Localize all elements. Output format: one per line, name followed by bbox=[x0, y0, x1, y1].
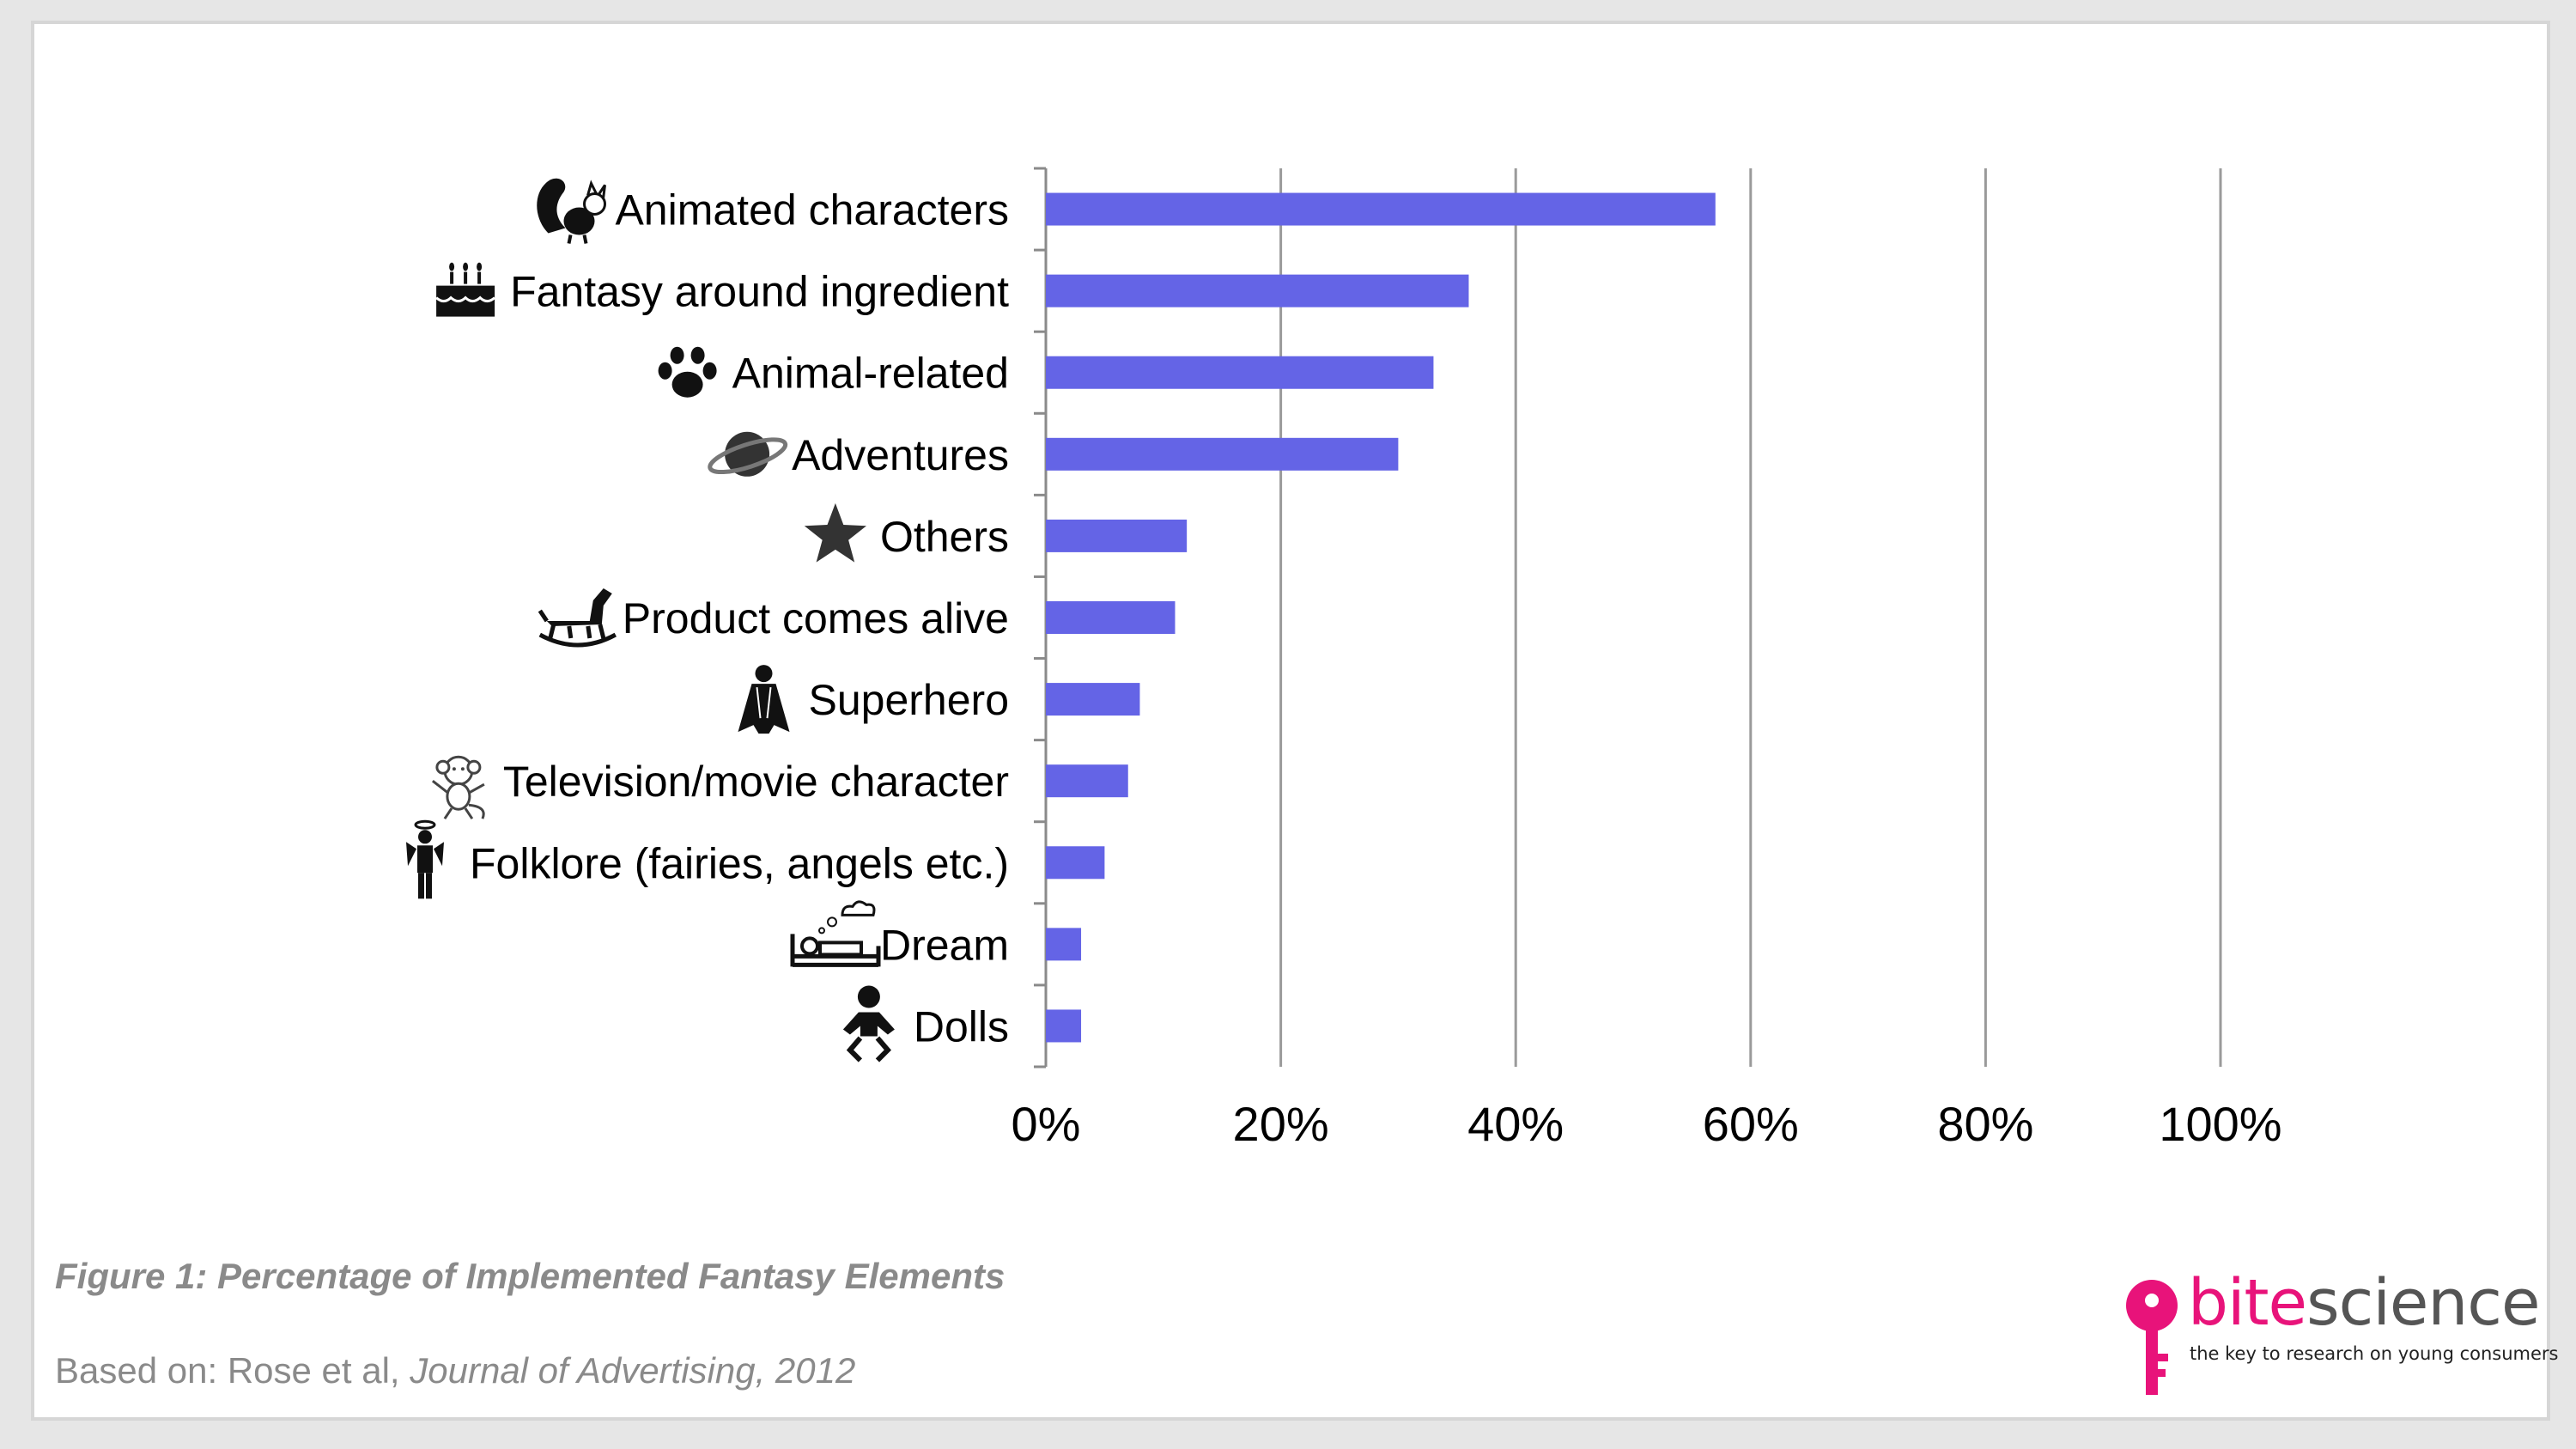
paw-print-icon bbox=[658, 346, 717, 398]
bar bbox=[1046, 1009, 1082, 1043]
source-journal: Journal of Advertising, 2012 bbox=[410, 1350, 856, 1391]
category-label: Superhero bbox=[809, 676, 1010, 724]
bitescience-logo: bitescience the key to research on young… bbox=[2121, 1266, 2559, 1400]
sleeping-in-bed-icon bbox=[790, 900, 881, 967]
birthday-cake-icon bbox=[435, 262, 496, 317]
x-tick-label: 40% bbox=[1467, 1097, 1564, 1151]
logo-wordmark: bitescience bbox=[2188, 1266, 2541, 1340]
category-label: Dolls bbox=[914, 1002, 1009, 1050]
x-tick-label: 80% bbox=[1937, 1097, 2033, 1151]
planet-icon bbox=[708, 431, 788, 477]
category-label: Dream bbox=[880, 921, 1009, 969]
bar bbox=[1046, 356, 1434, 389]
x-tick-labels: 0% 20% 40% 60% 80% 100% bbox=[1012, 1097, 2282, 1151]
x-tick-label: 100% bbox=[2159, 1097, 2281, 1151]
bar bbox=[1046, 928, 1082, 961]
bars bbox=[1046, 192, 1716, 1043]
skunk-icon bbox=[537, 178, 606, 244]
bar bbox=[1046, 683, 1140, 716]
superhero-icon bbox=[738, 665, 790, 734]
figure-caption-title: Figure 1: Percentage of Implemented Fant… bbox=[55, 1256, 1005, 1296]
source-prefix: Based on: Rose et al, bbox=[55, 1350, 410, 1391]
category-label: Others bbox=[880, 513, 1009, 561]
star-icon bbox=[804, 502, 866, 563]
x-tick-label: 60% bbox=[1703, 1097, 1799, 1151]
monkey-character-icon bbox=[431, 755, 485, 820]
category-label: Product comes alive bbox=[623, 594, 1009, 642]
bar bbox=[1046, 601, 1176, 634]
figure-caption-source: Based on: Rose et al, Journal of Adverti… bbox=[55, 1350, 855, 1391]
category-icons bbox=[406, 178, 895, 1062]
key-icon bbox=[2126, 1280, 2178, 1395]
rocking-horse-icon bbox=[538, 588, 617, 648]
x-tick-label: 0% bbox=[1012, 1097, 1081, 1151]
category-label: Adventures bbox=[792, 431, 1009, 479]
bar bbox=[1046, 846, 1105, 880]
category-label: Television/movie character bbox=[503, 758, 1009, 806]
x-tick-label: 20% bbox=[1233, 1097, 1329, 1151]
category-label: Fantasy around ingredient bbox=[510, 268, 1009, 316]
bar bbox=[1046, 437, 1399, 471]
category-label: Folklore (fairies, angels etc.) bbox=[470, 839, 1009, 887]
category-label: Animal-related bbox=[732, 350, 1009, 398]
bar bbox=[1046, 764, 1128, 798]
figure-card bbox=[31, 21, 2550, 1421]
category-labels: Animated characters Fantasy around ingred… bbox=[470, 186, 1009, 1051]
bar bbox=[1046, 519, 1188, 552]
logo-tagline: the key to research on young consumers bbox=[2190, 1343, 2559, 1364]
angel-icon bbox=[406, 819, 444, 899]
baby-doll-icon bbox=[842, 985, 895, 1062]
bar bbox=[1046, 274, 1469, 307]
category-label: Animated characters bbox=[615, 186, 1009, 234]
bar bbox=[1046, 192, 1716, 226]
